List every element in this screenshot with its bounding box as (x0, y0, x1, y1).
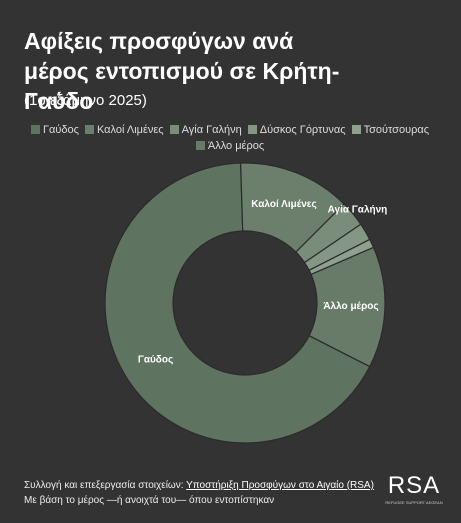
source-link[interactable]: Υποστήριξη Προσφύγων στο Αιγαίο (RSA) (186, 480, 374, 491)
legend-swatch (351, 125, 361, 134)
slice-label: Αγία Γαλήνη (328, 205, 388, 216)
legend-item: Τσούτσουρας (351, 122, 430, 138)
legend-item: Άλλο μέρος (195, 138, 265, 154)
logo-subtext: REFUGEE SUPPORT AEGEAN (385, 500, 443, 505)
slice-label: Γαύδος (138, 354, 173, 365)
donut-slice (308, 246, 386, 368)
legend-swatch (195, 141, 205, 150)
note: Με βάση το μέρος —ή ανοιχτά του— όπου εν… (24, 495, 275, 506)
logo-text: RSA (387, 472, 441, 499)
legend-label: Τσούτσουρας (363, 124, 430, 136)
chart-title: Αφίξεις προσφύγων ανά μέρος εντοπισμού σ… (24, 28, 340, 114)
slice-label: Καλοί Λιμένες (251, 199, 316, 210)
legend-label: Αγία Γαλήνη (181, 124, 242, 136)
logo: RSA REFUGEE SUPPORT AEGEAN (384, 472, 444, 505)
legend-item: Καλοί Λιμένες (84, 122, 164, 138)
legend: Γαύδος Καλοί Λιμένες Αγία Γαλήνη Δύσκος Γόρ… (20, 122, 440, 154)
footer: Συλλογή και επεξεργασία στοιχείων: Υποστ… (24, 478, 374, 508)
source: Συλλογή και επεξεργασία στοιχείων: Υποστ… (24, 478, 374, 493)
legend-swatch (84, 125, 94, 134)
slice-label: Άλλο μέρος (323, 301, 378, 312)
legend-label: Άλλο μέρος (207, 140, 265, 152)
legend-swatch (30, 125, 40, 134)
legend-label: Καλοί Λιμένες (96, 124, 164, 136)
legend-swatch (169, 125, 179, 134)
legend-label: Δύσκος Γόρτυνας (259, 124, 346, 136)
chart-subtitle: (1ο εξάμηνο 2025) (24, 92, 147, 109)
donut-slice (104, 162, 371, 444)
legend-swatch (247, 125, 257, 134)
legend-item: Δύσκος Γόρτυνας (247, 122, 346, 138)
legend-item: Αγία Γαλήνη (169, 122, 242, 138)
legend-item: Γαύδος (30, 122, 79, 138)
legend-label: Γαύδος (42, 124, 79, 136)
source-prefix: Συλλογή και επεξεργασία στοιχείων: (24, 480, 184, 491)
